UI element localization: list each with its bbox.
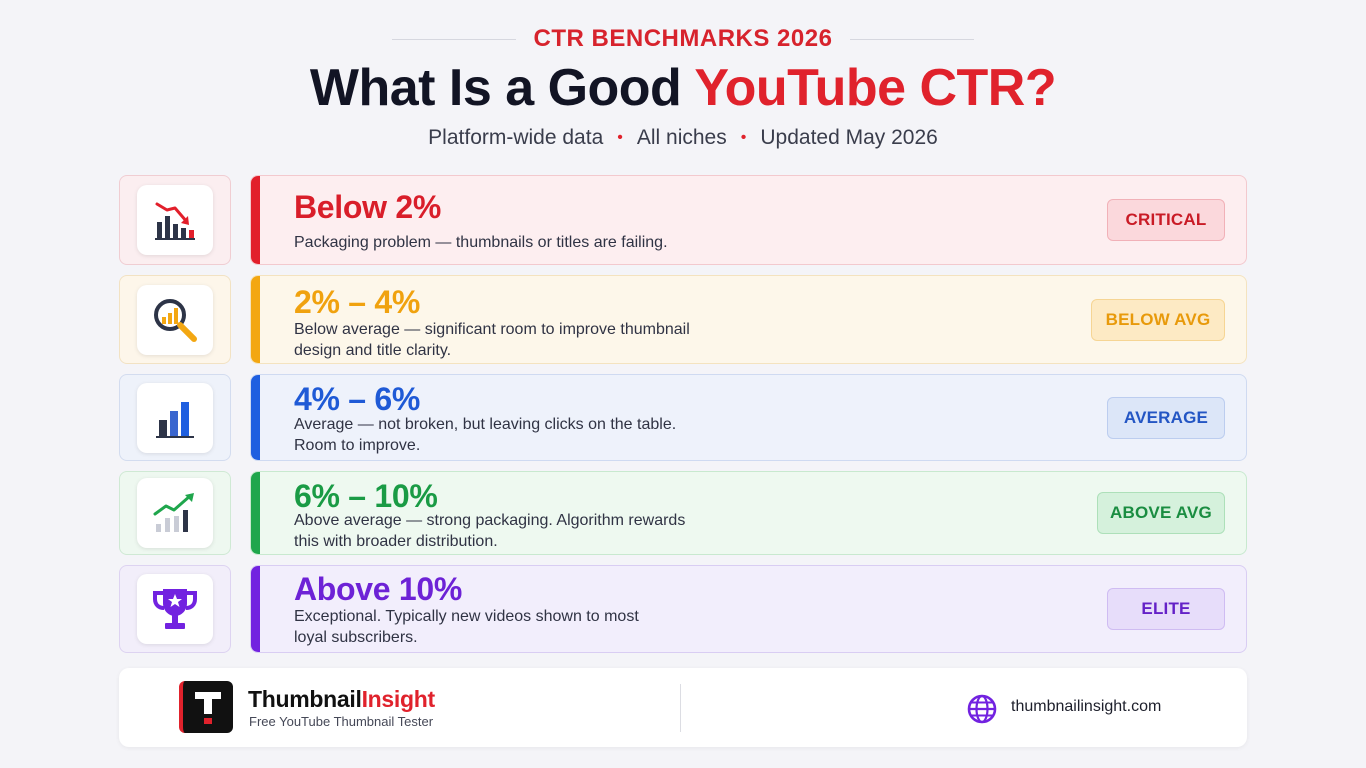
tier-row-below-avg: 2% – 4% Below average — significant room…	[119, 275, 1247, 364]
tier-description: Packaging problem — thumbnails or titles…	[294, 234, 668, 251]
trophy-icon	[153, 589, 197, 629]
tier-range: 2% – 4%	[294, 284, 420, 320]
title-accent: YouTube CTR?	[694, 59, 1057, 117]
magnifier-chart-icon	[154, 298, 197, 342]
trend-up-icon	[153, 493, 194, 532]
tier-band: 6% – 10% Above average — strong packagin…	[250, 471, 1247, 555]
tier-band: Below 2% Packaging problem — thumbnails …	[250, 175, 1247, 265]
brand-tagline: Free YouTube Thumbnail Tester	[249, 714, 434, 729]
tier-icon-box	[119, 565, 231, 653]
tier-icon-box	[119, 471, 231, 555]
footer: ThumbnailInsight Free YouTube Thumbnail …	[119, 668, 1247, 747]
eyebrow: CTR BENCHMARKS 2026	[533, 25, 833, 52]
eyebrow-line-right	[850, 38, 975, 40]
website-link[interactable]: thumbnailinsight.com	[1011, 698, 1162, 715]
tier-description: Exceptional. Typically new videos shown …	[294, 608, 639, 646]
title-main: What Is a Good	[309, 59, 695, 117]
subtitle-item: All niches	[636, 126, 727, 149]
tier-icon-box	[119, 275, 231, 364]
tier-row-above-avg: 6% – 10% Above average — strong packagin…	[119, 471, 1247, 555]
subtitle-item: Platform-wide data	[428, 126, 604, 149]
eyebrow-row: CTR BENCHMARKS 2026	[0, 24, 1366, 54]
brand-logo	[179, 681, 233, 733]
tier-range: 4% – 6%	[294, 381, 420, 417]
brand-name: ThumbnailInsight	[248, 686, 435, 713]
tier-icon-card	[137, 574, 213, 644]
bar-chart-icon	[156, 401, 194, 438]
tier-icon-box	[119, 175, 231, 265]
eyebrow-line-left	[391, 38, 516, 40]
tier-icon-card	[137, 382, 213, 453]
tier-accent-bar	[251, 472, 260, 554]
tier-band: Above 10% Exceptional. Typically new vid…	[250, 565, 1247, 653]
tier-row-critical: Below 2% Packaging problem — thumbnails …	[119, 175, 1247, 265]
globe-icon	[967, 694, 997, 724]
chart-down-icon	[155, 202, 195, 240]
subtitle-separator: •	[740, 129, 747, 146]
tier-description: Above average — strong packaging. Algori…	[294, 512, 686, 550]
tier-row-average: 4% – 6% Average — not broken, but leavin…	[119, 374, 1247, 461]
tier-accent-bar	[251, 176, 260, 264]
tier-band: 4% – 6% Average — not broken, but leavin…	[250, 374, 1247, 461]
brand-name-accent: Insight	[361, 686, 436, 712]
status-badge: BELOW AVG	[1091, 298, 1225, 341]
tier-icon-box	[119, 374, 231, 461]
tier-accent-bar	[251, 375, 260, 460]
tier-description: Average — not broken, but leaving clicks…	[294, 416, 677, 454]
tier-icon-card	[137, 185, 213, 255]
tier-icon-card	[137, 478, 213, 548]
tier-range: 6% – 10%	[294, 478, 438, 514]
subtitle: Platform-wide data • All niches • Update…	[0, 126, 1366, 150]
logo-mark-icon	[195, 692, 221, 724]
status-badge: ABOVE AVG	[1097, 492, 1225, 534]
tier-accent-bar	[251, 276, 260, 363]
brand-name-main: Thumbnail	[248, 686, 362, 712]
tier-range: Below 2%	[294, 189, 441, 225]
tier-accent-bar	[251, 566, 260, 652]
tier-icon-card	[137, 284, 213, 355]
status-badge: CRITICAL	[1107, 199, 1225, 241]
subtitle-separator: •	[617, 129, 623, 146]
tier-row-elite: Above 10% Exceptional. Typically new vid…	[119, 565, 1247, 653]
tier-range: Above 10%	[294, 571, 463, 607]
subtitle-item: Updated May 2026	[760, 126, 938, 149]
status-badge: AVERAGE	[1107, 396, 1225, 439]
tier-band: 2% – 4% Below average — significant room…	[250, 275, 1247, 364]
status-badge: ELITE	[1107, 588, 1225, 630]
footer-divider	[680, 684, 681, 732]
page-title: What Is a Good YouTube CTR?	[0, 58, 1366, 118]
tier-description: Below average — significant room to impr…	[294, 321, 690, 359]
